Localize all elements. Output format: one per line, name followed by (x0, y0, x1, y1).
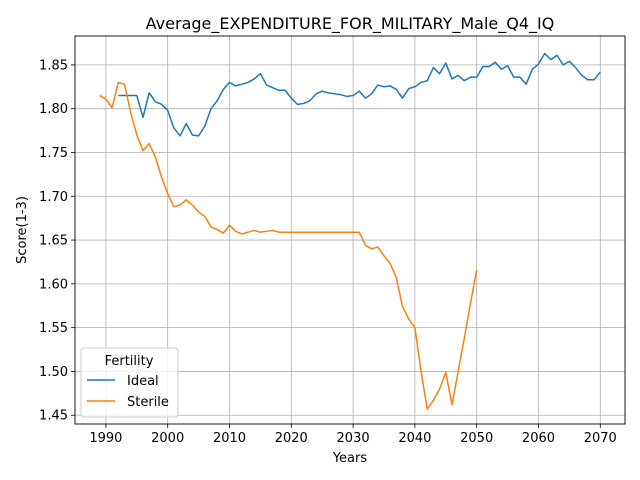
x-tick-label: 2020 (275, 431, 308, 446)
y-tick-label: 1.45 (39, 409, 68, 424)
legend: Fertility Ideal Sterile (80, 347, 179, 418)
y-tick-label: 1.70 (39, 190, 68, 205)
y-tick-label: 1.55 (39, 321, 68, 336)
y-tick-label: 1.85 (39, 58, 68, 73)
y-tick-label: 1.65 (39, 234, 68, 249)
grid-lines (75, 36, 625, 424)
series-line-ideal (118, 52, 601, 137)
x-axis-title: Years (332, 451, 368, 466)
chart-title: Average_EXPENDITURE_FOR_MILITARY_Male_Q4… (146, 14, 555, 34)
x-tick-label: 2040 (398, 431, 431, 446)
x-tick-label: 2030 (337, 431, 370, 446)
x-tick-label: 1990 (89, 431, 122, 446)
series-line-sterile (99, 81, 478, 410)
x-tick-label: 2000 (151, 431, 184, 446)
y-tick-label: 1.80 (39, 102, 68, 117)
legend-label-sterile: Sterile (127, 395, 169, 410)
x-tick-label: 2070 (584, 431, 617, 446)
x-tick-label: 2050 (460, 431, 493, 446)
y-tick-label: 1.75 (39, 146, 68, 161)
y-axis-title: Score(1-3) (15, 196, 30, 264)
legend-box (80, 347, 179, 418)
x-tick-label: 2060 (522, 431, 555, 446)
y-axis-ticks: 1.45 1.50 1.55 1.60 1.65 1.70 1.75 1.80 1.85 (39, 58, 75, 424)
legend-title: Fertility (105, 354, 154, 369)
x-axis-ticks: 1990 2000 2010 2020 2030 2040 2050 2060 2070 (89, 424, 617, 446)
plot-frame (74, 35, 626, 425)
x-tick-label: 2010 (213, 431, 246, 446)
y-tick-label: 1.60 (39, 277, 68, 292)
legend-label-ideal: Ideal (127, 374, 159, 389)
series-lines (99, 52, 601, 410)
y-tick-label: 1.50 (39, 365, 68, 380)
